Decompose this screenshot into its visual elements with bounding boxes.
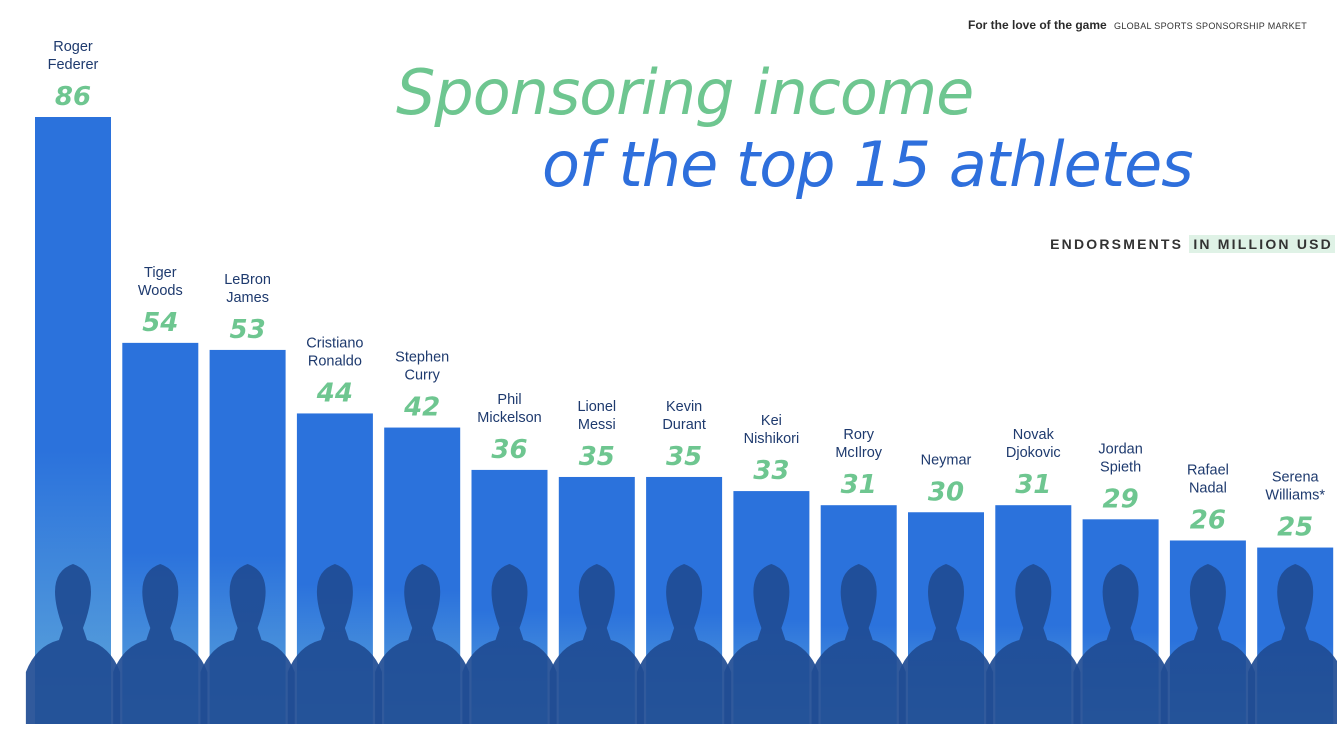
bar-name-label-8-0: Kei — [761, 413, 782, 429]
header-brand: For the love of the game — [967, 18, 1107, 32]
bar-name-label-1-1: Woods — [138, 283, 183, 299]
bar-name-label-6-1: Messi — [578, 417, 616, 433]
bar-name-label-12-0: Jordan — [1098, 441, 1142, 457]
athlete-silhouette-8 — [724, 564, 819, 724]
bar-value-label-4: 42 — [403, 393, 440, 423]
unit-label-part2: IN MILLION USD — [1189, 235, 1335, 253]
bar-name-label-9-0: Rory — [843, 427, 874, 443]
athlete-silhouette-2 — [200, 564, 295, 724]
athlete-silhouette-12 — [1073, 564, 1168, 724]
bar-value-label-7: 35 — [666, 442, 702, 472]
bar-value-label-6: 35 — [579, 442, 615, 472]
bar-name-label-11-0: Novak — [1013, 427, 1055, 443]
bar-name-label-10-0: Neymar — [921, 452, 972, 468]
bar-value-label-13: 26 — [1190, 505, 1226, 535]
bar-name-label-14-0: Serena — [1272, 470, 1320, 486]
bar-value-label-8: 33 — [753, 456, 789, 486]
athlete-silhouette-7 — [636, 564, 732, 724]
bar-name-label-12-1: Spieth — [1100, 459, 1141, 475]
bar-value-label-9: 31 — [841, 470, 877, 500]
header-subtitle: GLOBAL SPORTS SPONSORSHIP MARKET — [1114, 21, 1307, 31]
bar-value-label-0: 86 — [55, 82, 91, 112]
athlete-silhouette-9 — [811, 564, 906, 724]
bar-name-label-14-1: Williams* — [1265, 488, 1325, 504]
bar-value-label-1: 54 — [142, 308, 178, 338]
bar-name-label-4-1: Curry — [404, 368, 440, 384]
unit-label: ENDORSMENTS IN MILLION USD — [1050, 235, 1335, 253]
athlete-silhouette-11 — [986, 564, 1081, 724]
athlete-silhouette-3 — [287, 564, 383, 724]
bar-value-label-14: 25 — [1277, 513, 1313, 543]
bar-value-label-5: 36 — [491, 435, 527, 465]
bar-name-label-2-1: James — [226, 290, 269, 306]
bar-name-label-3-0: Cristiano — [306, 335, 363, 351]
bar-name-label-9-1: McIlroy — [835, 445, 882, 461]
athlete-silhouette-13 — [1160, 564, 1256, 724]
chart-title-line1: Sponsoring income — [396, 56, 974, 129]
bar-name-label-2-0: LeBron — [224, 272, 271, 288]
header: For the love of the game GLOBAL SPORTS S… — [968, 18, 1307, 32]
chart-title-line2: of the top 15 athletes — [542, 128, 1194, 201]
bar-name-label-3-1: Ronaldo — [308, 353, 362, 369]
bar-name-label-6-0: Lionel — [577, 399, 616, 415]
unit-label-part1: ENDORSMENTS — [1050, 236, 1184, 252]
bar-name-label-5-0: Phil — [497, 392, 521, 408]
athlete-silhouette-10 — [898, 564, 994, 724]
bar-name-label-1-0: Tiger — [144, 265, 177, 281]
bar-value-label-3: 44 — [316, 378, 353, 408]
bar-name-label-0-0: Roger — [53, 39, 93, 55]
bar-name-label-4-0: Stephen — [395, 350, 449, 366]
labels-group: 86 Roger Federer 54 Tiger Woods 53 LeBron James 4… — [48, 39, 1326, 543]
bar-name-label-13-0: Rafael — [1187, 462, 1229, 478]
bar-value-label-12: 29 — [1103, 484, 1139, 514]
bar-name-label-11-1: Djokovic — [1006, 445, 1061, 461]
bars-group — [25, 117, 1337, 724]
bar-name-label-7-1: Durant — [662, 417, 706, 433]
bar-name-label-7-0: Kevin — [666, 399, 702, 415]
athlete-silhouette-14 — [1248, 564, 1337, 724]
bar-value-label-11: 31 — [1015, 470, 1051, 500]
bar-value-label-2: 53 — [230, 315, 266, 345]
bar-name-label-0-1: Federer — [48, 57, 99, 73]
athlete-silhouette-4 — [375, 564, 470, 724]
athlete-silhouette-0 — [25, 564, 121, 724]
athlete-silhouette-6 — [549, 564, 644, 724]
athlete-silhouette-5 — [462, 564, 557, 724]
bar-value-label-10: 30 — [928, 477, 964, 507]
bar-name-label-8-1: Nishikori — [744, 431, 800, 447]
bar-name-label-5-1: Mickelson — [477, 410, 541, 426]
athlete-silhouette-1 — [113, 564, 208, 724]
bar-name-label-13-1: Nadal — [1189, 480, 1227, 496]
